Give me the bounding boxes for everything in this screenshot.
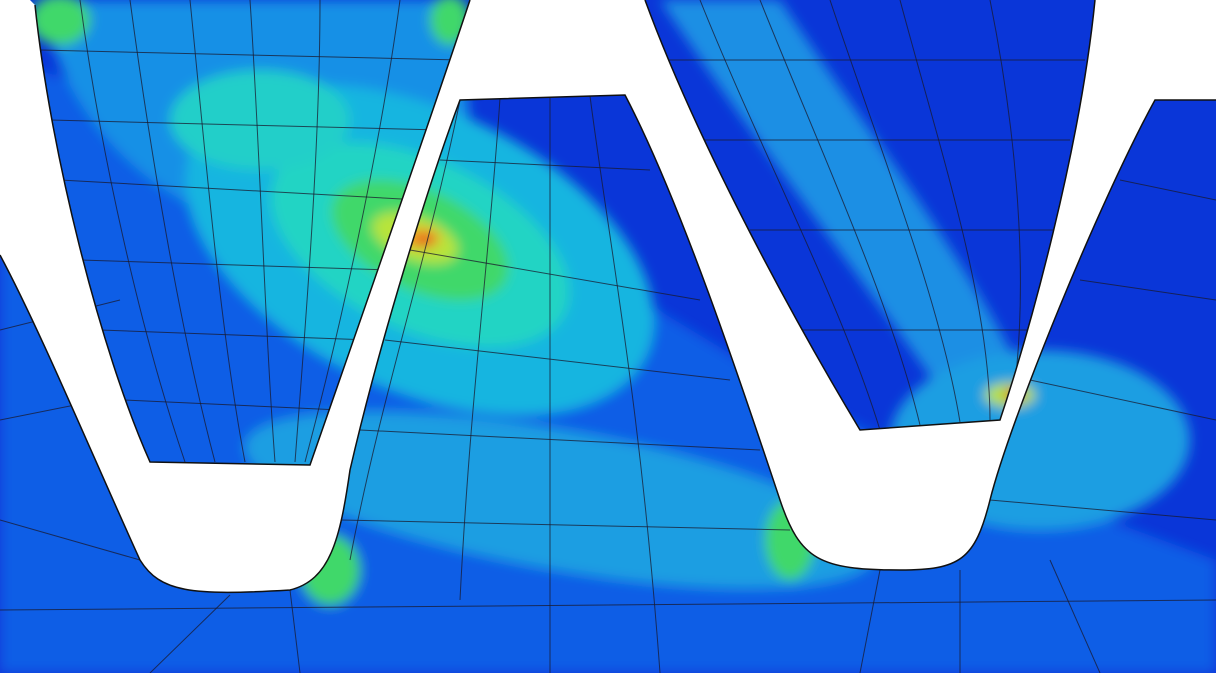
page — [0, 0, 1216, 673]
gear-bodies — [0, 0, 1216, 673]
stress-contour-view — [0, 0, 1216, 673]
